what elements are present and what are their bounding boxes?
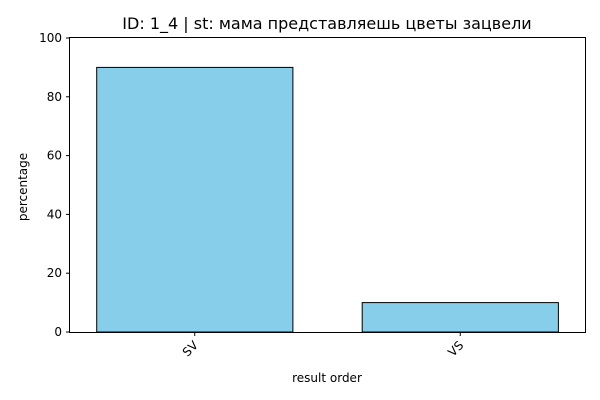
- y-tick-label: 20: [47, 266, 62, 280]
- bar-vs: [361, 302, 559, 333]
- y-axis: 0 20 40 60 80 100: [39, 31, 70, 339]
- y-axis-label: percentage: [16, 153, 30, 221]
- bar-sv: [96, 66, 294, 333]
- y-tick-label: 100: [39, 31, 62, 45]
- y-tick-label: 80: [47, 90, 62, 104]
- bars-group: [96, 66, 559, 333]
- plot-frame: [69, 37, 586, 333]
- chart-title: ID: 1_4 | st: мама представляешь цветы з…: [122, 14, 531, 34]
- y-tick-label: 40: [47, 207, 62, 221]
- x-tick-label: SV: [180, 338, 202, 360]
- x-axis: SV VS: [180, 332, 466, 360]
- x-tick-label: VS: [445, 338, 466, 359]
- x-axis-label: result order: [292, 371, 362, 385]
- y-tick-label: 0: [54, 325, 62, 339]
- y-tick-label: 60: [47, 149, 62, 163]
